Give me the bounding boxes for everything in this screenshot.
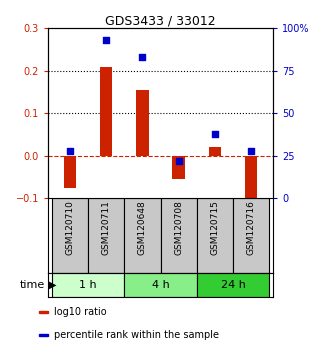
Point bbox=[248, 148, 254, 154]
Bar bbox=[136, 90, 149, 156]
Bar bbox=[160, 198, 197, 273]
Text: GSM120715: GSM120715 bbox=[210, 200, 219, 255]
Text: percentile rank within the sample: percentile rank within the sample bbox=[54, 330, 219, 341]
Point bbox=[212, 131, 217, 137]
Bar bbox=[52, 273, 124, 297]
Bar bbox=[124, 273, 197, 297]
Text: GSM120716: GSM120716 bbox=[247, 200, 256, 255]
Bar bbox=[197, 198, 233, 273]
Text: ▶: ▶ bbox=[49, 280, 57, 290]
Text: GSM120711: GSM120711 bbox=[102, 200, 111, 255]
Bar bbox=[64, 156, 76, 188]
Text: 24 h: 24 h bbox=[221, 280, 246, 290]
Bar bbox=[209, 147, 221, 156]
Bar bbox=[88, 198, 124, 273]
Text: log10 ratio: log10 ratio bbox=[54, 307, 107, 318]
Text: GSM120648: GSM120648 bbox=[138, 200, 147, 255]
Text: GSM120708: GSM120708 bbox=[174, 200, 183, 255]
Bar bbox=[245, 156, 257, 200]
Bar bbox=[52, 198, 88, 273]
Bar bbox=[39, 335, 48, 336]
Point bbox=[176, 158, 181, 164]
Text: 1 h: 1 h bbox=[79, 280, 97, 290]
Bar bbox=[197, 273, 269, 297]
Title: GDS3433 / 33012: GDS3433 / 33012 bbox=[105, 14, 216, 27]
Point bbox=[104, 38, 109, 43]
Point bbox=[140, 55, 145, 60]
Bar bbox=[39, 312, 48, 313]
Bar bbox=[100, 67, 112, 156]
Bar bbox=[124, 198, 160, 273]
Text: GSM120710: GSM120710 bbox=[65, 200, 74, 255]
Text: 4 h: 4 h bbox=[152, 280, 169, 290]
Text: time: time bbox=[20, 280, 45, 290]
Point bbox=[67, 148, 73, 154]
Bar bbox=[172, 156, 185, 179]
Bar bbox=[233, 198, 269, 273]
